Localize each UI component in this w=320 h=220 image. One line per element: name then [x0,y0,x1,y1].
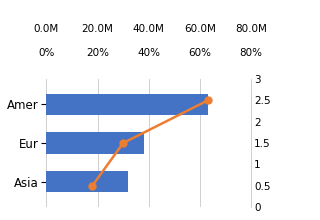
Bar [46,132,144,154]
Bar [46,94,208,115]
Bar [46,171,128,192]
